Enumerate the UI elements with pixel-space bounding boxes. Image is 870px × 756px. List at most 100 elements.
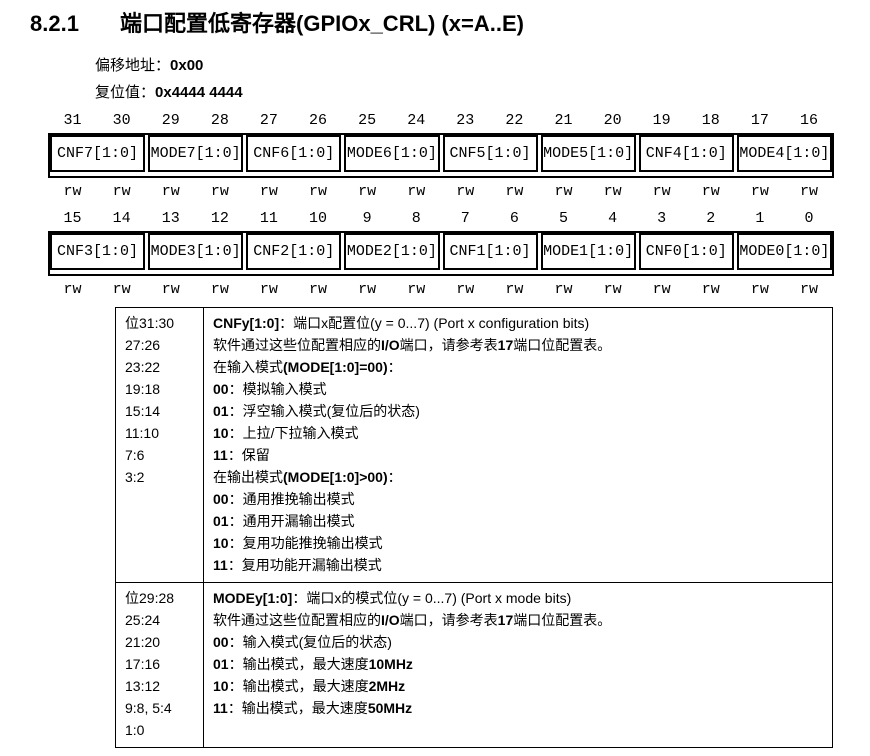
description-text-segment: 17 xyxy=(497,612,514,628)
section-number: 8.2.1 xyxy=(30,11,79,36)
description-text-segment: 01 xyxy=(213,656,229,672)
reset-value-value: 0x4444 4444 xyxy=(155,84,243,101)
offset-address-value: 0x00 xyxy=(170,57,204,74)
description-text-segment: 在输入模式 xyxy=(213,359,283,375)
access-type: rw xyxy=(259,281,278,298)
description-line: CNFy[1:0]：端口x配置位(y = 0...7) (Port x conf… xyxy=(213,312,824,334)
register-field: MODE0[1:0] xyxy=(736,233,832,270)
access-type: rw xyxy=(603,281,622,298)
bit-number: 7 xyxy=(460,210,470,227)
description-line: 01：浮空输入模式(复位后的状态) xyxy=(213,400,824,422)
bit-number: 4 xyxy=(608,210,618,227)
register-fields-row: CNF7[1:0] MODE7[1:0] CNF6[1:0] MODE6[1:0] CN… xyxy=(48,133,834,178)
access-type: rw xyxy=(603,183,622,200)
description-text-segment: 11 xyxy=(213,557,228,573)
field-description-cell: CNFy[1:0]：端口x配置位(y = 0...7) (Port x conf… xyxy=(203,307,833,583)
bit-range-line: 21:20 xyxy=(125,634,161,650)
bit-range-line: 9:8, 5:4 xyxy=(125,700,172,716)
description-text-segment: 软件通过这些位配置相应的 xyxy=(213,612,381,628)
description-text-segment: 端口，请参考表 xyxy=(399,337,498,353)
description-line: 软件通过这些位配置相应的I/O端口，请参考表17端口位配置表。 xyxy=(213,334,824,356)
description-line: 01：通用开漏输出模式 xyxy=(213,510,824,532)
register-field: MODE5[1:0] xyxy=(540,135,636,172)
description-line: 00：输入模式(复位后的状态) xyxy=(213,631,824,653)
access-type: rw xyxy=(407,281,426,298)
description-text-segment: ：复用功能推挽输出模式 xyxy=(228,535,383,551)
description-text-segment: 2MHz xyxy=(368,678,406,694)
access-type: rw xyxy=(505,183,524,200)
datasheet-page: 8.2.1 端口配置低寄存器(GPIOx_CRL) (x=A..E) 偏移地址：0… xyxy=(0,10,870,748)
description-text-segment: 端口位配置表。 xyxy=(513,337,612,353)
register-fields-row: CNF3[1:0] MODE3[1:0] CNF2[1:0] MODE2[1:0] CN… xyxy=(48,231,834,276)
bit-number: 3 xyxy=(657,210,667,227)
access-types-row: rw rw rw rw rw rw rw rw rw rw rw rw rw rw rw rw xyxy=(48,182,834,202)
description-text-segment: 01 xyxy=(213,513,229,529)
description-text-segment: 11 xyxy=(213,700,228,716)
offset-address-line: 偏移地址：0x00 xyxy=(95,52,870,79)
bit-number: 14 xyxy=(112,210,131,227)
description-text-segment: ：上拉/下拉输入模式 xyxy=(228,425,359,441)
description-text-segment: ：复用功能开漏输出模式 xyxy=(227,557,382,573)
description-text-segment: 软件通过这些位配置相应的 xyxy=(213,337,381,353)
description-text-segment: ： xyxy=(387,469,402,485)
description-text-segment: 00 xyxy=(213,381,229,397)
description-line: 11：复用功能开漏输出模式 xyxy=(213,554,824,576)
bit-number: 5 xyxy=(558,210,568,227)
bit-range-line: 25:24 xyxy=(125,612,161,628)
bit-number: 21 xyxy=(554,112,573,129)
access-type: rw xyxy=(161,183,180,200)
description-text-segment: ：通用开漏输出模式 xyxy=(228,513,355,529)
description-text-segment: 在输出模式 xyxy=(213,469,283,485)
description-text-segment: 11 xyxy=(213,447,228,463)
register-field: MODE2[1:0] xyxy=(344,233,440,270)
description-text-segment: 10 xyxy=(213,535,229,551)
description-line: 10：输出模式，最大速度2MHz xyxy=(213,675,824,697)
register-field: CNF7[1:0] xyxy=(50,135,146,172)
reset-value-label: 复位值： xyxy=(95,84,156,101)
bit-number: 2 xyxy=(706,210,716,227)
description-row: 位31:30 27:26 23:22 19:18 15:14 11:10 7:6 3:2 CNF… xyxy=(115,307,833,583)
access-type: rw xyxy=(505,281,524,298)
description-text-segment: 00 xyxy=(213,634,229,650)
bit-range-cell: 位29:28 25:24 21:20 17:16 13:12 9:8, 5:4 1:0 xyxy=(115,582,204,748)
access-type: rw xyxy=(652,183,671,200)
description-text-segment: ：浮空输入模式(复位后的状态) xyxy=(228,403,420,419)
access-type: rw xyxy=(407,183,426,200)
bit-range-line: 13:12 xyxy=(125,678,161,694)
bit-number: 1 xyxy=(755,210,765,227)
bit-range-cell: 位31:30 27:26 23:22 19:18 15:14 11:10 7:6 3:2 xyxy=(115,307,204,583)
description-text-segment: 00 xyxy=(213,491,229,507)
description-text-segment: ： xyxy=(387,359,402,375)
bit-number: 24 xyxy=(407,112,426,129)
bit-range-line: 15:14 xyxy=(125,403,161,419)
bit-number: 25 xyxy=(358,112,377,129)
bit-number: 18 xyxy=(701,112,720,129)
description-text-segment: 端口位配置表。 xyxy=(513,612,612,628)
access-type: rw xyxy=(112,281,131,298)
description-text-segment: CNFy[1:0] xyxy=(213,315,280,331)
bit-number: 17 xyxy=(750,112,769,129)
section-title: 端口配置低寄存器(GPIOx_CRL) (x=A..E) xyxy=(120,11,524,36)
bit-number: 27 xyxy=(259,112,278,129)
section-heading: 8.2.1 端口配置低寄存器(GPIOx_CRL) (x=A..E) xyxy=(30,10,870,38)
access-type: rw xyxy=(456,281,475,298)
bit-number: 29 xyxy=(161,112,180,129)
bit-number: 10 xyxy=(309,210,328,227)
bit-numbers-row: 31 30 29 28 27 26 25 24 23 22 21 20 19 18 17 16 xyxy=(48,111,834,131)
description-line: 11：输出模式，最大速度50MHz xyxy=(213,697,824,719)
bit-number: 26 xyxy=(309,112,328,129)
access-type: rw xyxy=(554,281,573,298)
register-field: MODE7[1:0] xyxy=(148,135,244,172)
access-type: rw xyxy=(63,183,82,200)
description-line: MODEy[1:0]：端口x的模式位(y = 0...7) (Port x mo… xyxy=(213,587,824,609)
access-type: rw xyxy=(112,183,131,200)
register-bit-diagram: 31 30 29 28 27 26 25 24 23 22 21 20 19 18 17 16 CNF7[1:0… xyxy=(48,111,834,300)
bit-numbers-row: 15 14 13 12 11 10 9 8 7 6 5 4 3 2 1 0 xyxy=(48,209,834,229)
bit-number: 19 xyxy=(652,112,671,129)
bit-range-line: 23:22 xyxy=(125,359,161,375)
bit-number: 16 xyxy=(799,112,818,129)
description-line: 00：通用推挽输出模式 xyxy=(213,488,824,510)
bit-range-line: 7:6 xyxy=(125,447,145,463)
description-line: 01：输出模式，最大速度10MHz xyxy=(213,653,824,675)
bit-range-line: 位29:28 xyxy=(125,590,175,606)
